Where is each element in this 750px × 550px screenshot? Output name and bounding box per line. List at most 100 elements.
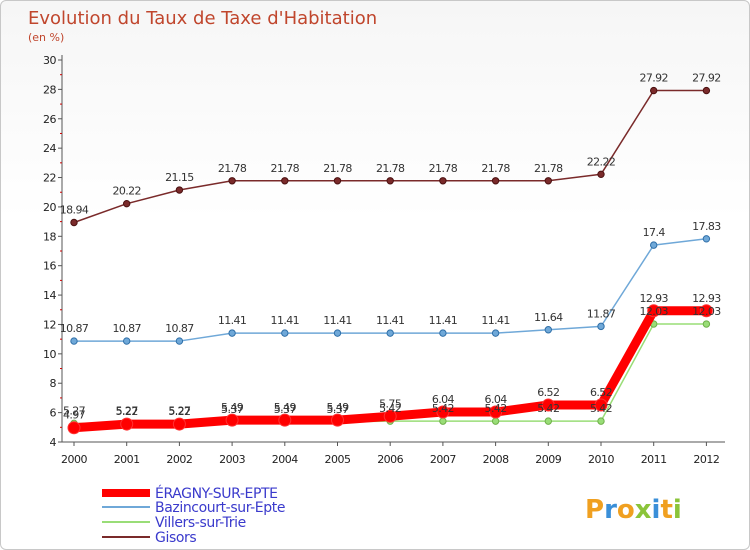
data-label: 21.78 xyxy=(376,162,405,175)
data-point xyxy=(544,177,552,185)
data-point xyxy=(123,337,131,345)
data-label: 6.04 xyxy=(432,393,455,406)
data-point xyxy=(439,329,447,337)
data-label: 21.78 xyxy=(429,162,458,175)
data-point xyxy=(491,177,500,185)
logo-letter: P xyxy=(585,495,604,525)
data-point xyxy=(594,398,608,412)
data-point xyxy=(386,177,394,185)
data-label: 11.64 xyxy=(534,311,563,324)
logo-letter: r xyxy=(604,495,617,525)
data-label: 21.78 xyxy=(271,162,300,175)
data-point xyxy=(225,413,239,427)
y-tick-label: 24 xyxy=(43,142,56,155)
data-point xyxy=(70,218,78,227)
data-label: 5.27 xyxy=(168,404,191,417)
data-point xyxy=(70,337,78,345)
logo-letter: o xyxy=(617,495,635,525)
y-tick-label: 8 xyxy=(50,377,57,390)
x-tick-label: 2004 xyxy=(272,453,298,466)
data-label: 5.42 xyxy=(537,402,559,415)
x-tick-label: 2006 xyxy=(377,453,403,466)
data-point xyxy=(597,170,605,179)
data-point xyxy=(120,417,134,431)
x-tick-label: 2012 xyxy=(693,453,719,466)
y-tick-label: 22 xyxy=(43,172,56,185)
data-point xyxy=(544,326,552,334)
x-tick-label: 2003 xyxy=(219,453,245,466)
data-label: 5.49 xyxy=(221,401,244,414)
x-tick-label: 2001 xyxy=(114,453,140,466)
data-label: 12.93 xyxy=(639,292,668,305)
data-point xyxy=(541,398,555,412)
data-point xyxy=(702,235,711,243)
data-label: 17.4 xyxy=(643,226,666,239)
data-label: 11.41 xyxy=(376,314,405,327)
data-label: 21.15 xyxy=(165,171,194,184)
data-label: 5.42 xyxy=(590,402,612,415)
chart-subtitle: (en %) xyxy=(28,31,64,44)
data-label: 17.83 xyxy=(692,220,721,233)
proxiti-logo: Proxiti xyxy=(585,495,682,525)
data-label: 21.78 xyxy=(218,162,247,175)
data-point xyxy=(383,409,397,423)
y-tick-label: 14 xyxy=(43,289,56,302)
data-label: 6.52 xyxy=(537,386,559,399)
data-point xyxy=(597,417,605,425)
data-point xyxy=(439,177,447,185)
data-label: 5.42 xyxy=(432,402,454,415)
data-point xyxy=(123,199,131,208)
data-label: 10.87 xyxy=(165,322,194,335)
y-tick-label: 20 xyxy=(43,201,56,214)
data-point xyxy=(699,304,713,318)
data-label: 5.37 xyxy=(274,403,297,416)
data-label: 11.41 xyxy=(429,314,458,327)
legend-label-2: Villers-sur-Trie xyxy=(155,515,246,531)
data-labels: 18.94 20.22 21.15 21.78 21.78 21.78 21.78 21.78… xyxy=(60,72,722,422)
data-label: 11.41 xyxy=(218,314,247,327)
data-point xyxy=(489,405,503,419)
data-point xyxy=(67,421,81,435)
data-label: 10.87 xyxy=(112,322,141,335)
x-tick-label: 2005 xyxy=(325,453,351,466)
data-label: 11.41 xyxy=(481,314,510,327)
data-point xyxy=(647,304,661,318)
data-point xyxy=(175,337,184,345)
svg-text:Proxiti: Proxiti xyxy=(585,495,682,525)
data-label: 27.92 xyxy=(639,72,668,85)
data-label: 6.04 xyxy=(485,393,508,406)
legend-label-3: Gisors xyxy=(155,530,196,546)
data-point xyxy=(281,329,289,337)
x-tick-label: 2002 xyxy=(166,453,192,466)
x-tick-label: 2011 xyxy=(641,453,667,466)
data-label: 5.27 xyxy=(63,404,86,417)
data-label: 5.49 xyxy=(326,401,349,414)
data-label: 22.22 xyxy=(587,155,616,168)
data-label: 5.22 xyxy=(168,405,190,418)
logo-letter: x xyxy=(635,495,652,525)
data-point xyxy=(172,417,186,431)
data-label: 27.92 xyxy=(692,72,721,85)
data-label: 5.37 xyxy=(221,403,244,416)
logo-letter: i xyxy=(673,495,682,525)
data-label: 5.42 xyxy=(485,402,507,415)
data-point xyxy=(228,177,236,185)
data-label: 11.87 xyxy=(587,307,616,320)
data-label: 6.52 xyxy=(590,386,612,399)
data-point xyxy=(702,86,711,95)
data-point xyxy=(650,86,658,95)
legend-label-1: Bazincourt-sur-Epte xyxy=(155,500,285,516)
data-point xyxy=(436,405,450,419)
data-label: 11.41 xyxy=(323,314,352,327)
data-label: 5.37 xyxy=(326,403,349,416)
y-tick-label: 18 xyxy=(43,230,56,243)
data-point xyxy=(331,413,344,427)
y-tick-label: 28 xyxy=(43,83,56,96)
data-label: 5.75 xyxy=(379,397,402,410)
data-point xyxy=(491,417,500,425)
y-tick-label: 16 xyxy=(43,260,56,273)
legend: ÉRAGNY-SUR-EPTEBazincourt-sur-EpteViller… xyxy=(102,485,285,546)
data-label: 12.93 xyxy=(692,292,721,305)
